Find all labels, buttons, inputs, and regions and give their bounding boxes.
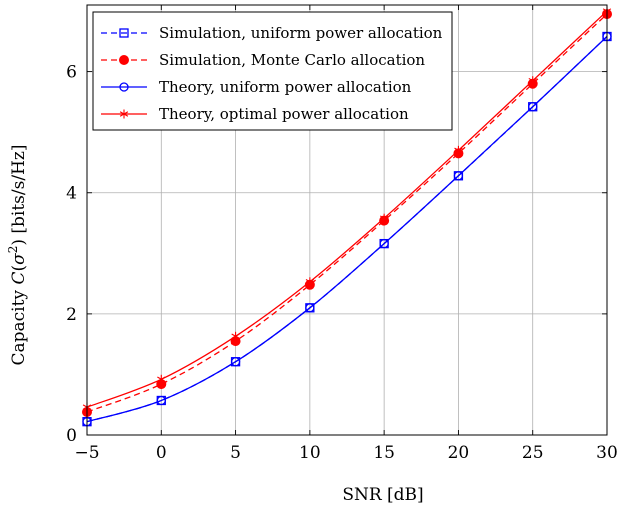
square-marker-shape [119, 28, 129, 38]
y-tick-label: 6 [66, 63, 77, 83]
filled-circle-marker-shape [119, 55, 129, 65]
y-tick-label: 2 [66, 305, 77, 325]
data-point-simulation-uniform-power-allocation [528, 102, 538, 112]
data-point-simulation-uniform-power-allocation [379, 238, 389, 249]
legend-marker-simulation-monte-carlo-allocation [119, 55, 129, 65]
filled-circle-marker-shape [527, 78, 538, 89]
data-point-simulation-monte-carlo-allocation [453, 148, 464, 159]
x-tick-label: 10 [299, 443, 321, 463]
square-marker-shape [230, 357, 241, 367]
square-marker-shape [528, 102, 538, 112]
square-marker-shape [453, 171, 464, 181]
x-axis-label: SNR [dB] [342, 485, 423, 505]
filled-circle-marker-shape [379, 215, 390, 226]
legend-label-simulation-monte-carlo-allocation: Simulation, Monte Carlo allocation [159, 51, 425, 69]
x-tick-label: 30 [596, 443, 618, 463]
y-tick-label: 0 [66, 426, 77, 446]
plot-frame [86, 4, 608, 436]
data-point-simulation-uniform-power-allocation [156, 395, 166, 406]
square-marker-shape [305, 303, 315, 313]
x-tick-label: 15 [373, 443, 395, 463]
filled-circle-marker-shape [453, 148, 464, 159]
data-point-simulation-monte-carlo-allocation [379, 215, 390, 226]
square-marker-shape [156, 395, 166, 406]
legend-box [92, 11, 453, 131]
legend-marker-simulation-uniform-power-allocation [119, 28, 129, 38]
x-tick-label: 25 [522, 443, 544, 463]
data-point-simulation-monte-carlo-allocation [527, 78, 538, 89]
series-line-simulation-uniform-power-allocation [86, 36, 608, 423]
square-marker-shape [379, 238, 389, 249]
filled-circle-marker-shape [156, 379, 167, 390]
filled-circle-marker-shape [230, 336, 241, 347]
data-point-simulation-uniform-power-allocation [230, 357, 241, 367]
plot-border [86, 4, 608, 436]
filled-circle-marker-shape [304, 279, 315, 290]
y-axis-label: Capacity C(σ2) [bits/s/Hz] [6, 144, 29, 365]
x-tick-label: −5 [74, 443, 99, 463]
data-point-simulation-monte-carlo-allocation [156, 379, 167, 390]
legend-label-theory-optimal-power-allocation: Theory, optimal power allocation [159, 105, 409, 123]
data-point-simulation-uniform-power-allocation [305, 303, 315, 313]
legend-label-theory-uniform-power-allocation: Theory, uniform power allocation [159, 78, 412, 96]
x-tick-label: 0 [156, 443, 167, 463]
legend-marker-theory-uniform-power-allocation [119, 82, 129, 92]
x-tick-label: 20 [448, 443, 470, 463]
open-circle-marker-shape [119, 82, 129, 92]
star-marker-stroke [119, 111, 129, 117]
y-tick-label: 4 [66, 184, 77, 204]
legend-marker-theory-optimal-power-allocation [119, 109, 129, 119]
x-tick-label: 5 [230, 443, 241, 463]
legend: Simulation, uniform power allocation Simu… [92, 11, 453, 131]
legend-label-simulation-uniform-power-allocation: Simulation, uniform power allocation [159, 24, 443, 42]
data-point-simulation-monte-carlo-allocation [304, 279, 315, 290]
data-point-simulation-uniform-power-allocation [453, 171, 464, 181]
data-point-simulation-monte-carlo-allocation [230, 336, 241, 347]
